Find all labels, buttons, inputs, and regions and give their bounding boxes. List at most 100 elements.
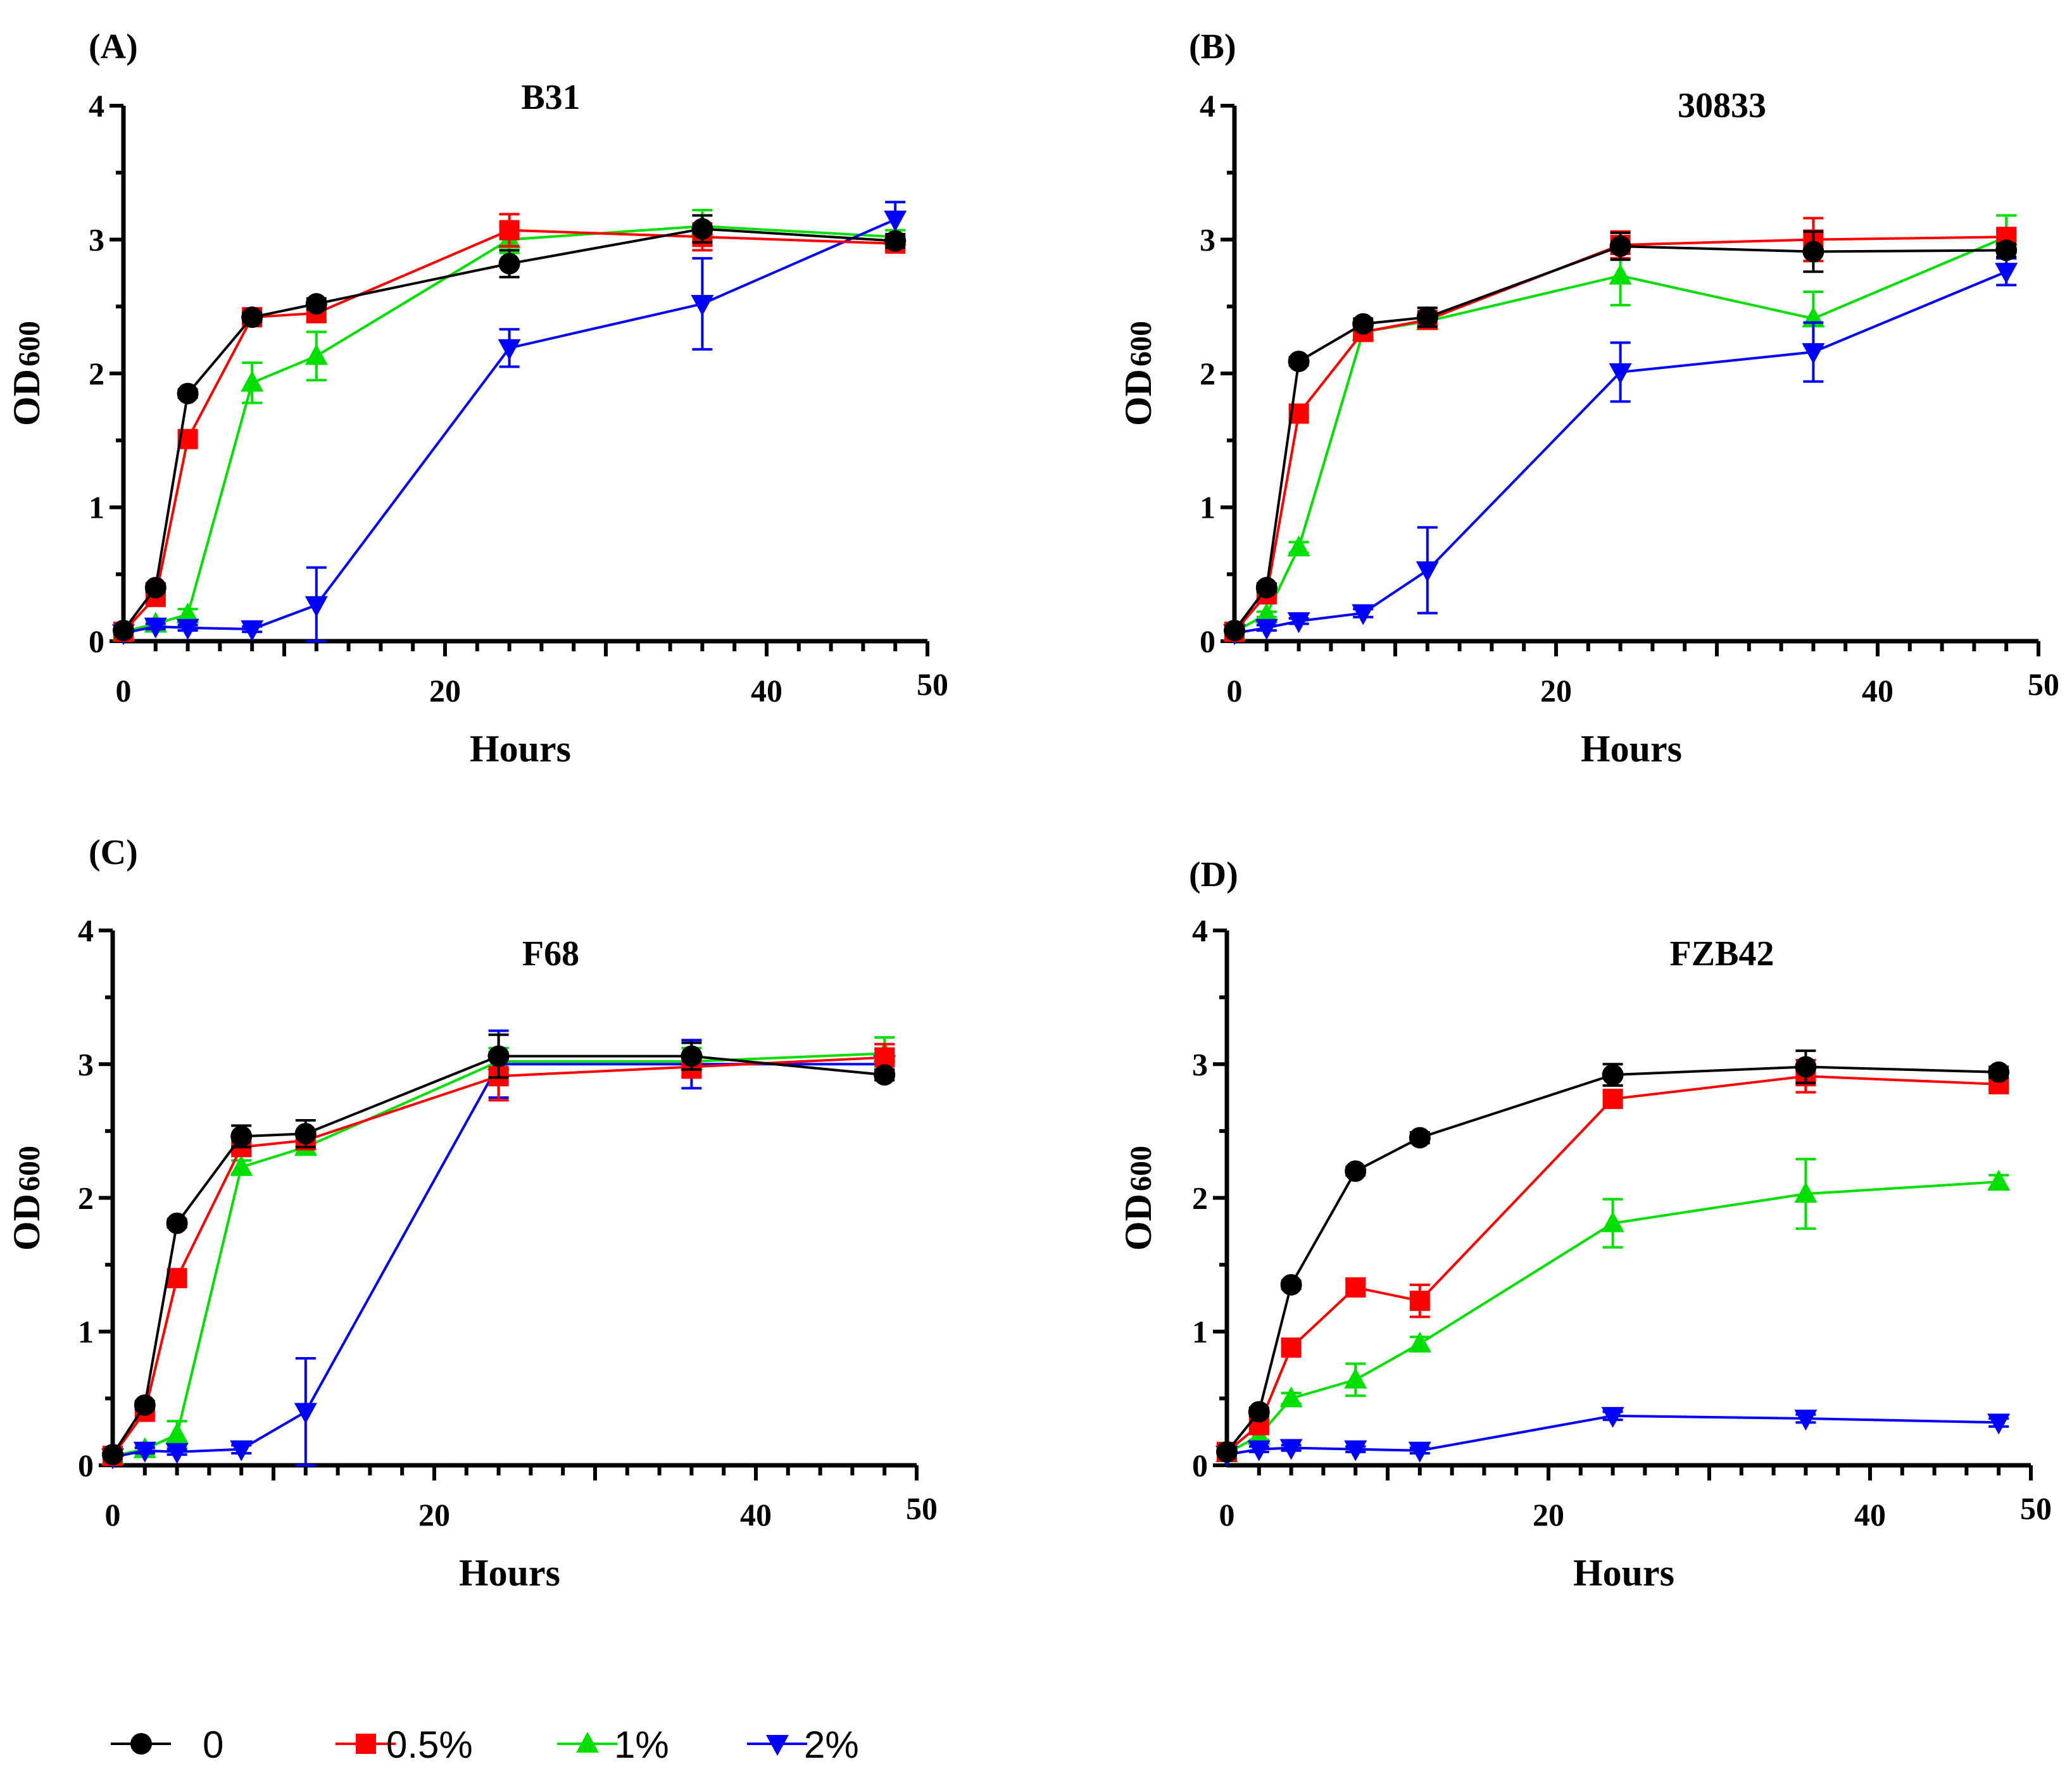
y-tick-label: 2 (1200, 356, 1215, 391)
legend-marker (356, 1734, 376, 1754)
x-tick-label: 0 (1227, 673, 1243, 708)
data-point (1416, 561, 1439, 582)
y-tick-label: 3 (89, 222, 104, 258)
data-point (1255, 602, 1278, 623)
data-point (305, 293, 327, 315)
data-point (1352, 313, 1374, 335)
data-point (1288, 350, 1310, 372)
data-point (1609, 235, 1631, 258)
data-point (1987, 1413, 2011, 1435)
x-tick-label: 20 (418, 1497, 450, 1532)
legend-label: 0.5% (386, 1724, 473, 1766)
data-point (1216, 1441, 1238, 1463)
x-tick-label: 50 (2020, 1491, 2052, 1526)
series-line (111, 1055, 885, 1456)
x-tick-label: 0 (116, 673, 132, 708)
data-point (133, 1441, 156, 1463)
data-point (1601, 1406, 1624, 1428)
y-tick-label: 2 (78, 1180, 94, 1216)
data-point (166, 1268, 187, 1289)
y-axis-title-subscript: 600 (13, 321, 46, 366)
x-axis-title: Hours (1581, 728, 1682, 770)
data-point (1287, 612, 1310, 634)
data-point (1248, 1401, 1270, 1423)
series-line (1226, 1065, 1999, 1453)
series-0 (1224, 230, 2018, 642)
data-point (1345, 1160, 1367, 1182)
data-point (1352, 604, 1375, 625)
data-point (1409, 1291, 1430, 1311)
series-2% (1215, 1406, 2011, 1467)
y-axis-title: OD600 (1117, 321, 1159, 426)
legend-item-0: 0 (111, 1724, 223, 1766)
y-tick-label: 1 (1200, 490, 1215, 525)
legend-item-0.5%: 0.5% (336, 1724, 473, 1766)
data-point (241, 370, 264, 392)
data-point (681, 1045, 703, 1067)
y-tick-label: 4 (89, 88, 104, 123)
y-tick-label: 3 (1192, 1046, 1208, 1082)
data-point (230, 1440, 253, 1461)
data-point (294, 1123, 317, 1145)
data-point (1609, 363, 1632, 384)
legend-marker (766, 1735, 789, 1756)
data-point (691, 218, 713, 240)
y-tick-label: 0 (78, 1448, 94, 1483)
series-line (112, 1052, 885, 1458)
panel-title: F68 (522, 934, 579, 973)
data-point (294, 1403, 317, 1424)
x-tick-label: 40 (1854, 1497, 1886, 1532)
data-point (499, 220, 520, 241)
data-point (1409, 1127, 1431, 1149)
legend-label: 0 (203, 1724, 223, 1766)
data-point (1279, 1439, 1303, 1460)
x-tick-label: 50 (917, 667, 948, 702)
data-point (1609, 263, 1632, 285)
data-point (176, 618, 199, 640)
data-point (144, 617, 167, 639)
data-point (165, 1443, 189, 1464)
data-point (1344, 1367, 1367, 1389)
data-point (241, 306, 263, 329)
x-tick-label: 40 (740, 1497, 772, 1532)
data-point (1988, 1061, 2010, 1083)
data-point (498, 339, 521, 360)
series-0 (102, 1033, 896, 1466)
y-tick-label: 3 (78, 1046, 94, 1082)
y-axis-title-subscript: 600 (1124, 321, 1158, 366)
data-point (176, 602, 199, 623)
data-point (1795, 1056, 1817, 1078)
data-point (874, 1064, 896, 1086)
x-tick-label: 20 (1533, 1497, 1564, 1532)
y-tick-label: 4 (1192, 913, 1208, 948)
data-point (1987, 1170, 2011, 1191)
data-point (1224, 620, 1245, 642)
y-axis-title: OD600 (6, 1146, 47, 1251)
data-point (1601, 1211, 1624, 1232)
data-point (1416, 306, 1438, 329)
data-point (1255, 577, 1278, 599)
data-point (1408, 1331, 1431, 1353)
data-point (165, 1422, 189, 1444)
series-line (122, 227, 896, 632)
panel-title: 30833 (1678, 86, 1766, 125)
y-tick-label: 2 (1192, 1180, 1208, 1216)
x-tick-label: 50 (906, 1491, 938, 1526)
y-tick-label: 0 (1200, 623, 1215, 659)
data-point (1408, 1441, 1431, 1463)
data-point (1794, 1410, 1818, 1431)
x-tick-label: 0 (105, 1497, 121, 1532)
series-line (1226, 1075, 1999, 1453)
panel-title: B31 (521, 78, 580, 117)
y-axis-title: OD600 (1117, 1146, 1159, 1251)
y-tick-label: 1 (78, 1314, 94, 1349)
data-point (884, 210, 907, 232)
data-point (230, 1125, 253, 1148)
series-0 (113, 214, 907, 642)
data-point (1279, 1386, 1303, 1408)
data-point (1345, 1277, 1366, 1298)
